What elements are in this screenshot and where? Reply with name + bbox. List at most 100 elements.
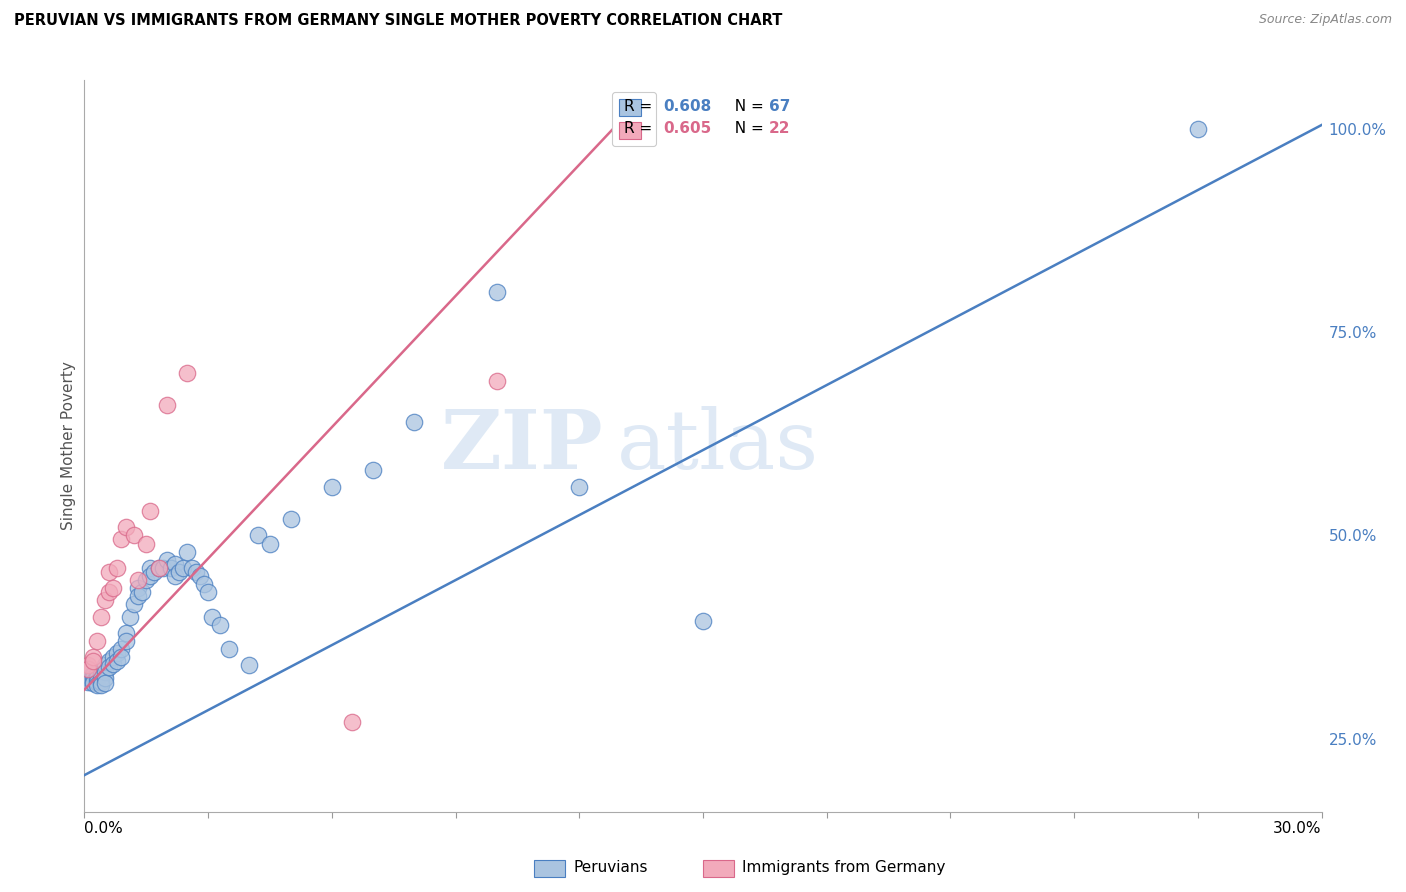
Point bbox=[692, 614, 714, 628]
Point bbox=[156, 398, 179, 412]
Point bbox=[103, 581, 125, 595]
Text: 0.608: 0.608 bbox=[664, 99, 711, 114]
Point bbox=[82, 676, 104, 690]
Point bbox=[105, 654, 128, 668]
Point bbox=[94, 676, 117, 690]
Point bbox=[86, 678, 108, 692]
Point bbox=[82, 666, 104, 681]
Point bbox=[122, 598, 145, 612]
Text: 22: 22 bbox=[769, 121, 790, 136]
Point bbox=[90, 671, 112, 685]
Point bbox=[176, 366, 198, 380]
Point bbox=[148, 561, 170, 575]
Point bbox=[90, 678, 112, 692]
Text: PERUVIAN VS IMMIGRANTS FROM GERMANY SINGLE MOTHER POVERTY CORRELATION CHART: PERUVIAN VS IMMIGRANTS FROM GERMANY SING… bbox=[14, 13, 782, 29]
Text: N =: N = bbox=[725, 121, 769, 136]
Point bbox=[127, 581, 149, 595]
Point bbox=[114, 520, 136, 534]
Point bbox=[135, 573, 157, 587]
Point bbox=[98, 654, 121, 668]
Point bbox=[114, 634, 136, 648]
Point bbox=[139, 561, 162, 575]
Point bbox=[110, 650, 132, 665]
Text: Immigrants from Germany: Immigrants from Germany bbox=[742, 860, 946, 874]
Point bbox=[148, 561, 170, 575]
Point bbox=[165, 557, 187, 571]
Point bbox=[188, 569, 211, 583]
Point bbox=[82, 671, 104, 685]
Point bbox=[139, 569, 162, 583]
Point bbox=[94, 658, 117, 673]
Point bbox=[321, 480, 343, 494]
Point bbox=[193, 577, 215, 591]
Point bbox=[127, 573, 149, 587]
Point bbox=[485, 285, 508, 299]
Point bbox=[110, 533, 132, 547]
Point bbox=[342, 715, 364, 730]
Legend: , : , bbox=[612, 92, 657, 146]
Point bbox=[1187, 122, 1209, 136]
Point bbox=[143, 565, 166, 579]
Point bbox=[103, 650, 125, 665]
Point bbox=[122, 528, 145, 542]
Point bbox=[209, 617, 232, 632]
Point bbox=[86, 634, 108, 648]
Text: N =: N = bbox=[725, 99, 769, 114]
Point bbox=[156, 553, 179, 567]
Point bbox=[86, 671, 108, 685]
Point bbox=[218, 642, 240, 657]
Point bbox=[86, 666, 108, 681]
Point bbox=[172, 561, 194, 575]
Point bbox=[259, 536, 281, 550]
Point bbox=[165, 569, 187, 583]
Point bbox=[135, 536, 157, 550]
Point bbox=[82, 650, 104, 665]
Text: 30.0%: 30.0% bbox=[1274, 822, 1322, 837]
Point bbox=[77, 658, 100, 673]
Point bbox=[98, 565, 121, 579]
Point bbox=[110, 642, 132, 657]
Point bbox=[246, 528, 269, 542]
Text: 0.605: 0.605 bbox=[664, 121, 711, 136]
Point bbox=[131, 585, 153, 599]
Point bbox=[238, 658, 260, 673]
Text: 0.0%: 0.0% bbox=[84, 822, 124, 837]
Point bbox=[98, 660, 121, 674]
Text: R =: R = bbox=[624, 121, 657, 136]
Point bbox=[77, 671, 100, 685]
Point bbox=[77, 663, 100, 677]
Point bbox=[90, 674, 112, 689]
Point bbox=[86, 674, 108, 689]
Point bbox=[160, 561, 183, 575]
Point bbox=[94, 671, 117, 685]
Point bbox=[201, 609, 224, 624]
Point bbox=[90, 609, 112, 624]
Point bbox=[127, 590, 149, 604]
Text: Source: ZipAtlas.com: Source: ZipAtlas.com bbox=[1258, 13, 1392, 27]
Point bbox=[105, 561, 128, 575]
Point bbox=[180, 561, 202, 575]
Text: R =: R = bbox=[624, 99, 657, 114]
Point bbox=[82, 674, 104, 689]
Point bbox=[152, 561, 174, 575]
Text: 67: 67 bbox=[769, 99, 790, 114]
Point bbox=[568, 480, 591, 494]
Point bbox=[94, 665, 117, 679]
Point bbox=[98, 585, 121, 599]
Text: atlas: atlas bbox=[616, 406, 818, 486]
Point bbox=[114, 626, 136, 640]
Point bbox=[184, 565, 207, 579]
Point bbox=[82, 668, 104, 682]
Point bbox=[77, 674, 100, 689]
Text: Peruvians: Peruvians bbox=[574, 860, 648, 874]
Point bbox=[118, 609, 141, 624]
Point bbox=[280, 512, 302, 526]
Point bbox=[105, 646, 128, 660]
Point bbox=[94, 593, 117, 607]
Point bbox=[176, 544, 198, 558]
Point bbox=[404, 415, 426, 429]
Point bbox=[77, 663, 100, 677]
Y-axis label: Single Mother Poverty: Single Mother Poverty bbox=[60, 361, 76, 531]
Point bbox=[167, 565, 190, 579]
Point bbox=[361, 463, 384, 477]
